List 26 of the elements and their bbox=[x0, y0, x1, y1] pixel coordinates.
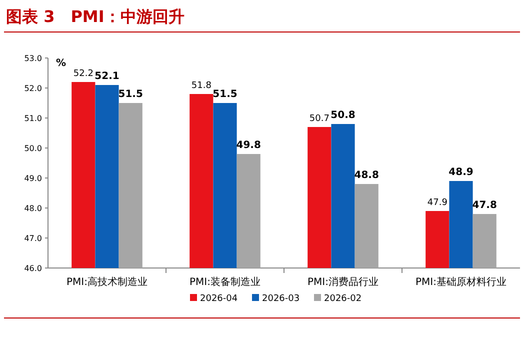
legend-label: 2026-03 bbox=[262, 294, 300, 304]
data-label: 52.1 bbox=[94, 71, 120, 82]
y-tick-label: 48.0 bbox=[24, 204, 42, 213]
x-tick-label: PMI:消费品行业 bbox=[308, 276, 378, 288]
y-tick-label: 47.0 bbox=[24, 234, 42, 243]
legend-label: 2026-04 bbox=[200, 294, 238, 304]
legend-label: 2026-02 bbox=[324, 294, 362, 304]
data-label: 51.8 bbox=[191, 81, 212, 91]
x-tick-label: PMI:装备制造业 bbox=[190, 276, 260, 288]
data-label: 47.9 bbox=[427, 198, 448, 208]
y-tick-label: 52.0 bbox=[24, 84, 42, 93]
chart-title: 图表 3 PMI：中游回升 bbox=[6, 7, 184, 26]
data-label: 48.9 bbox=[448, 167, 474, 178]
y-tick-label: 46.0 bbox=[24, 264, 42, 273]
data-label: 50.7 bbox=[309, 114, 330, 124]
data-label: 51.5 bbox=[118, 89, 143, 100]
y-tick-label: 53.0 bbox=[24, 54, 42, 63]
data-label: 52.2 bbox=[73, 69, 94, 79]
y-tick-label: 51.0 bbox=[24, 114, 42, 123]
data-label: 50.8 bbox=[330, 110, 356, 121]
data-label: 51.5 bbox=[212, 89, 238, 100]
y-tick-label: 50.0 bbox=[24, 144, 42, 153]
x-tick-label: PMI:基础原材料行业 bbox=[416, 276, 506, 288]
x-tick-label: PMI:高技术制造业 bbox=[66, 276, 148, 288]
y-axis-title: % bbox=[56, 58, 66, 69]
y-tick-label: 49.0 bbox=[24, 174, 42, 183]
